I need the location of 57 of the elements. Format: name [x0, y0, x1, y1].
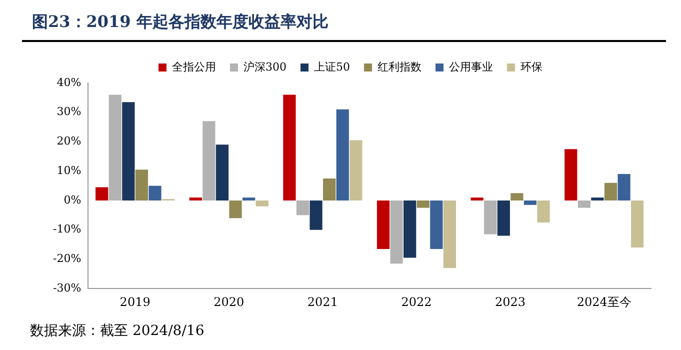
- bar: [135, 170, 148, 200]
- bar: [283, 94, 296, 200]
- bar: [470, 198, 484, 200]
- x-tick-label: 2022: [401, 294, 432, 309]
- x-tick-label: 2019: [120, 294, 150, 309]
- source-note: 数据来源：截至 2024/8/16: [30, 322, 204, 340]
- bar: [390, 200, 403, 264]
- bar: [604, 182, 618, 200]
- legend-label: 公用事业: [448, 60, 493, 74]
- y-tick-label: 0%: [64, 193, 82, 206]
- bar: [510, 193, 524, 200]
- bar: [310, 200, 322, 230]
- bar: [416, 200, 430, 208]
- bar: [618, 174, 630, 200]
- y-tick-label: 40%: [56, 76, 82, 89]
- bar: [229, 200, 242, 218]
- bar: [216, 144, 229, 200]
- y-tick-label: 20%: [56, 134, 82, 148]
- bar: [350, 140, 362, 200]
- bar: [202, 121, 216, 200]
- x-tick-label: 2024至今: [576, 294, 632, 309]
- bar: [336, 109, 349, 200]
- bar: [484, 200, 497, 234]
- legend-label: 全指公用: [172, 60, 216, 74]
- bar: [497, 200, 510, 236]
- bar: [430, 200, 443, 249]
- x-tick-label: 2020: [214, 294, 244, 309]
- legend-label: 上证50: [314, 60, 350, 74]
- bar: [591, 198, 604, 200]
- bar: [404, 200, 416, 258]
- bar: [96, 187, 108, 200]
- bar: [108, 94, 122, 200]
- bar: [296, 200, 310, 216]
- bar: [631, 200, 644, 248]
- x-tick-label: 2023: [495, 294, 526, 309]
- bar: [148, 186, 162, 200]
- y-tick-label: 30%: [56, 105, 82, 118]
- legend-label: 环保: [520, 60, 542, 74]
- bar: [578, 200, 590, 208]
- bar: [524, 200, 537, 205]
- bar: [242, 198, 256, 200]
- y-tick-label: -10%: [52, 222, 82, 236]
- bar: [443, 200, 456, 268]
- y-tick-label: -20%: [52, 252, 82, 266]
- y-tick-label: 10%: [56, 164, 82, 177]
- bar: [122, 102, 135, 200]
- x-tick-label: 2021: [307, 294, 338, 309]
- bar: [537, 200, 550, 223]
- bar: [323, 178, 336, 200]
- chart-title: 图23：2019 年起各指数年度收益率对比: [32, 12, 328, 33]
- bar: [564, 149, 578, 200]
- y-tick-label: -30%: [52, 281, 82, 294]
- bar: [256, 200, 268, 206]
- legend-label: 沪深300: [244, 60, 287, 74]
- bar: [189, 198, 202, 200]
- bar: [376, 200, 390, 249]
- legend-label: 红利指数: [377, 60, 422, 74]
